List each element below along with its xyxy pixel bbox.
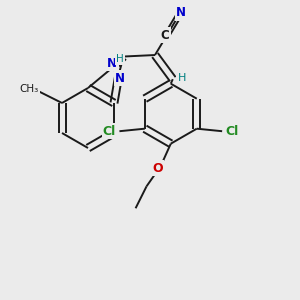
Text: Cl: Cl	[226, 125, 239, 138]
Text: H: H	[178, 73, 186, 83]
Text: N: N	[176, 6, 186, 20]
Text: H: H	[116, 54, 124, 64]
Text: N: N	[115, 72, 125, 85]
Text: CH₃: CH₃	[20, 84, 39, 94]
Text: O: O	[152, 162, 163, 175]
Text: C: C	[161, 29, 170, 42]
Text: Cl: Cl	[103, 125, 116, 138]
Text: N: N	[107, 57, 117, 70]
